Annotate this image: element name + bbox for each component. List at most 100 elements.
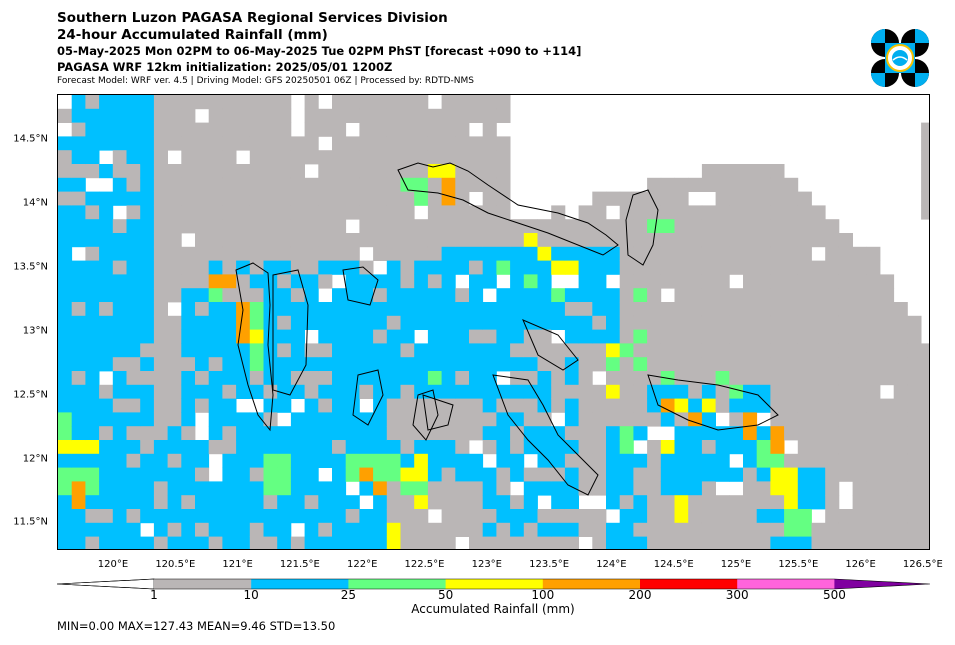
colorbar-level-label: 500 [822,588,846,602]
rainfall-cell [71,440,86,455]
rainfall-cell [222,329,237,344]
rainfall-cell [263,205,278,220]
rainfall-cell [496,357,511,372]
rainfall-cell [181,246,196,261]
rainfall-cell [455,191,470,206]
rainfall-cell [825,536,840,551]
rainfall-cell [838,398,853,413]
rainfall-cell [797,357,812,372]
rainfall-cell [578,412,593,427]
rainfall-cell [153,329,168,344]
rainfall-cell [195,481,210,496]
rainfall-cell [564,260,579,275]
rainfall-cell [167,288,182,303]
rainfall-cell [784,274,799,289]
rainfall-cell [386,384,401,399]
rainfall-cell [688,481,703,496]
rainfall-cell [345,108,360,123]
rainfall-cell [167,371,182,386]
rainfall-cell [208,288,223,303]
rainfall-cell [633,315,648,330]
rainfall-cell [332,205,347,220]
rainfall-cell [373,219,388,234]
rainfall-cell [647,177,662,192]
rainfall-cell [427,440,442,455]
rainfall-cell [482,108,497,123]
rainfall-cell [715,177,730,192]
rainfall-cell [592,412,607,427]
rainfall-cell [825,233,840,248]
rainfall-cell [482,440,497,455]
rainfall-cell [701,371,716,386]
rainfall-cell [921,150,936,165]
rainfall-cell [893,412,908,427]
rainfall-cell [455,302,470,317]
rainfall-cell [852,302,867,317]
rainfall-cell [112,440,127,455]
rainfall-cell [181,522,196,537]
rainfall-cell [222,509,237,524]
rainfall-cell [58,288,73,303]
rainfall-cell [564,219,579,234]
rainfall-cell [907,509,922,524]
rainfall-cell [729,536,744,551]
rainfall-cell [304,177,319,192]
rainfall-cell [784,426,799,441]
rainfall-cell [606,440,621,455]
rainfall-cell [811,357,826,372]
rainfall-cell [208,481,223,496]
rainfall-cell [427,233,442,248]
rainfall-cell [153,412,168,427]
rainfall-cell [838,440,853,455]
rainfall-cell [236,371,251,386]
rainfall-cell [455,509,470,524]
rainfall-cell [743,219,758,234]
rainfall-cell [743,315,758,330]
rainfall-cell [482,164,497,179]
rainfall-cell [921,426,936,441]
rainfall-cell [455,233,470,248]
rainfall-cell [112,495,127,510]
rainfall-cell [551,440,566,455]
rainfall-cell [126,177,141,192]
rainfall-cell [386,315,401,330]
rainfall-cell [688,329,703,344]
rainfall-cell [427,246,442,261]
rainfall-cell [249,177,264,192]
rainfall-cell [660,522,675,537]
rainfall-cell [414,288,429,303]
rainfall-cell [674,467,689,482]
rainfall-cell [222,136,237,151]
rainfall-cell [400,205,415,220]
rainfall-cell [332,357,347,372]
rainfall-cell [743,536,758,551]
rainfall-cell [523,467,538,482]
rainfall-cell [167,177,182,192]
rainfall-cell [633,509,648,524]
rainfall-cell [606,371,621,386]
rainfall-cell [373,177,388,192]
rainfall-cell [825,274,840,289]
lon-label: 122.5°E [404,559,445,570]
lat-label: 11.5°N [13,516,48,528]
rainfall-cell [496,150,511,165]
rainfall-cell [373,384,388,399]
rainfall-cell [167,191,182,206]
rainfall-cell [71,136,86,151]
rainfall-cell [701,288,716,303]
rainfall-cell [167,509,182,524]
rainfall-cell [386,453,401,468]
rainfall-cell [921,522,936,537]
rainfall-cell [400,384,415,399]
rainfall-cell [318,357,333,372]
rainfall-cell [277,150,292,165]
rainfall-cell [277,398,292,413]
rainfall-cell [537,233,552,248]
rainfall-cell [496,246,511,261]
rainfall-cell [880,481,895,496]
rainfall-cell [126,371,141,386]
rainfall-cell [85,246,100,261]
rainfall-cell [564,398,579,413]
rainfall-cell [797,495,812,510]
rainfall-cell [455,205,470,220]
